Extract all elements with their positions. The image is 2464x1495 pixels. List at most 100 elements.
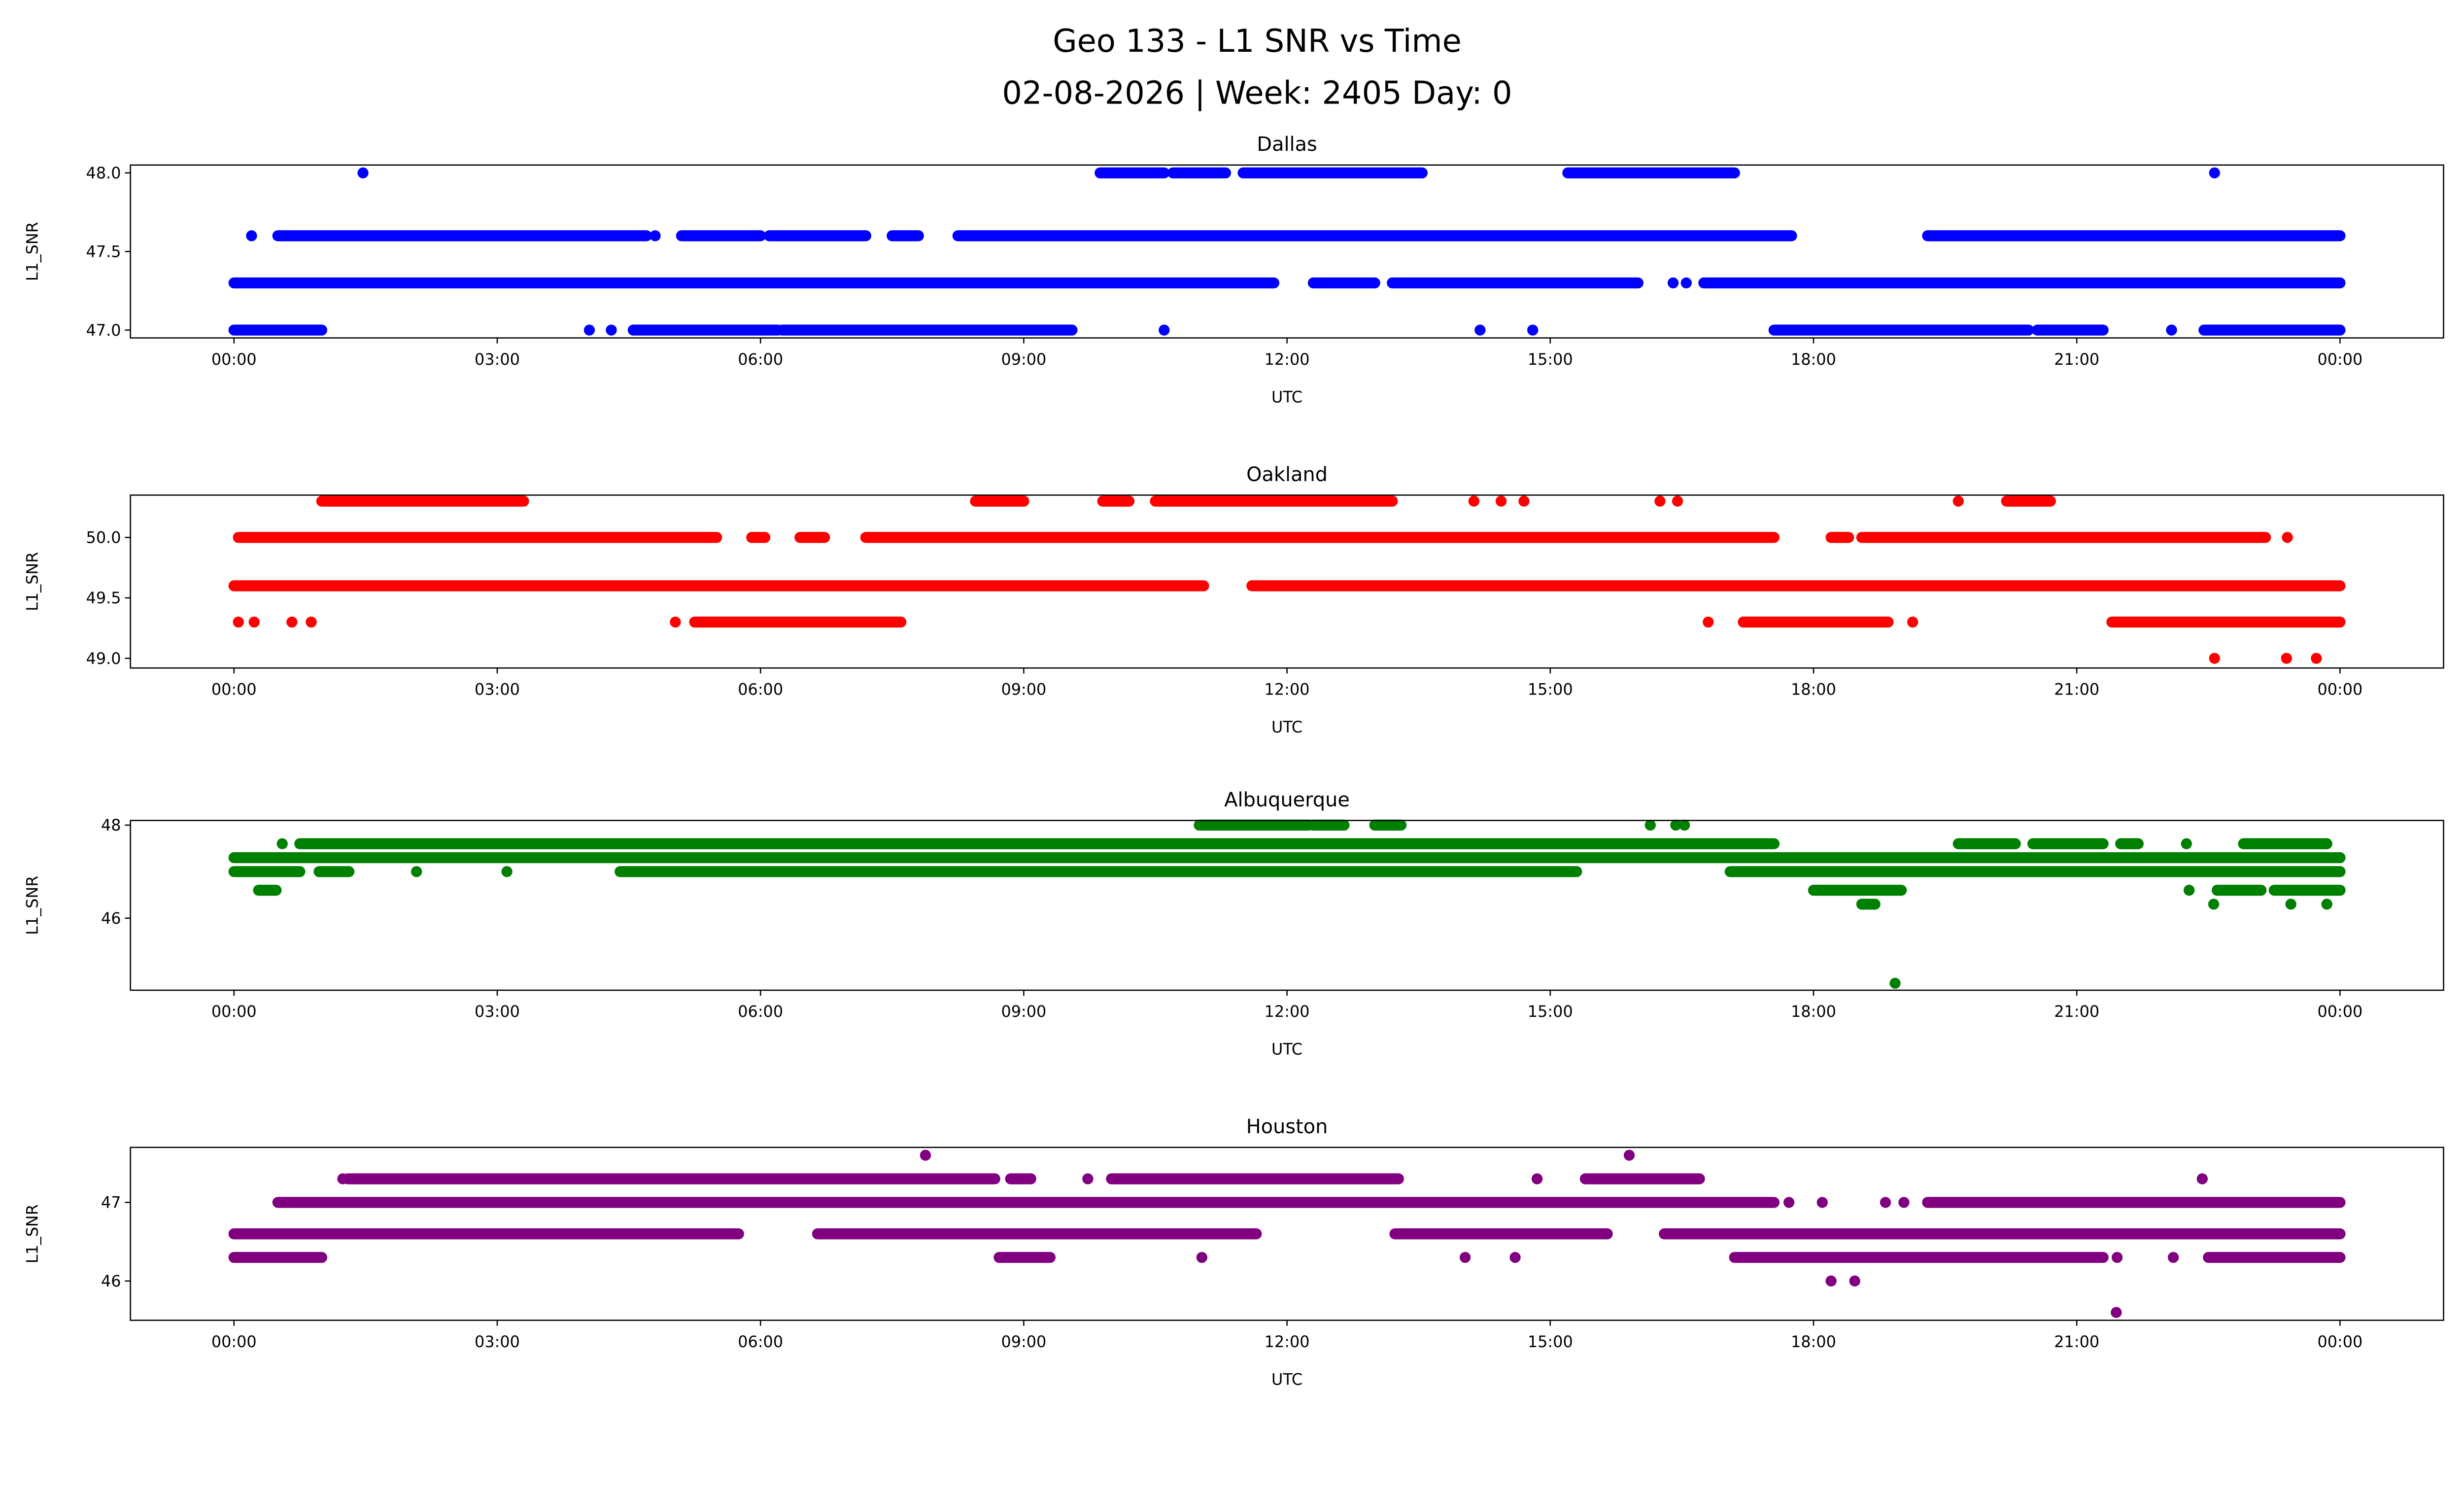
x-tick-label: 00:00 [211,1332,257,1351]
data-point [1703,616,1714,628]
figure-title-line2: 02-08-2026 | Week: 2405 Day: 0 [1002,75,1512,111]
data-point [1468,495,1480,507]
x-tick-label: 09:00 [1001,680,1046,698]
x-tick-label: 15:00 [1528,1002,1573,1021]
y-tick-label: 49.5 [86,589,121,607]
data-series [228,1149,2346,1318]
y-tick-label: 48.0 [86,164,121,182]
x-tick-label: 21:00 [2054,1002,2099,1021]
x-tick-label: 18:00 [1791,350,1836,369]
data-point [1672,495,1683,507]
data-point [1527,324,1539,336]
y-axis-label: L1_SNR [23,552,42,611]
data-point [1518,495,1530,507]
x-tick-label: 21:00 [2054,1332,2099,1351]
x-axis-label: UTC [1271,1040,1302,1059]
y-axis-label: L1_SNR [23,1204,42,1263]
panel-title: Houston [1246,1115,1328,1138]
data-point [1495,495,1507,507]
figure-title-line1: Geo 133 - L1 SNR vs Time [1053,23,1462,60]
data-point [2111,1252,2123,1263]
panel-dallas: Dallas 00:00 03:00 06:00 09:00 12:00 15:00 18:0… [23,133,2444,406]
x-tick-label: 09:00 [1001,1332,1046,1351]
x-tick-label: 00:00 [2317,350,2362,369]
data-point [1849,1275,1860,1287]
data-point [1952,495,1964,507]
x-tick-label: 12:00 [1265,680,1310,698]
data-point [670,616,681,628]
data-point [276,838,288,849]
panel-oakland: Oakland 00:00 03:00 06:00 09:00 12:00 15:00 18:… [23,463,2444,736]
data-point [2181,838,2192,849]
x-tick-label: 15:00 [1528,680,1573,698]
data-point [1880,1197,1891,1208]
x-tick-label: 12:00 [1265,1332,1310,1351]
data-point [1082,1173,1094,1184]
data-point [248,616,260,628]
data-point [1783,1197,1795,1208]
data-point [1680,277,1692,289]
x-tick-label: 21:00 [2054,680,2099,698]
x-tick-label: 00:00 [211,680,257,698]
data-point [2167,1252,2179,1263]
x-tick-label: 06:00 [738,1002,783,1021]
data-point [1679,819,1690,831]
y-tick-label: 46 [101,1272,121,1290]
data-point [1816,1197,1828,1208]
panels: Dallas 00:00 03:00 06:00 09:00 12:00 15:00 18:0… [23,133,2444,1389]
x-tick-label: 00:00 [211,1002,257,1021]
x-tick-label: 03:00 [475,680,520,698]
panel-title: Oakland [1246,463,1328,486]
data-series [228,495,2346,664]
data-series [228,819,2346,989]
figure: Geo 133 - L1 SNR vs Time 02-08-2026 | We… [23,23,2444,1389]
data-point [2321,899,2332,910]
data-point [606,324,617,336]
x-tick-label: 03:00 [475,1002,520,1021]
x-tick-label: 18:00 [1791,1002,1836,1021]
data-point [2183,884,2195,896]
x-tick-label: 12:00 [1265,350,1310,369]
axes-frame [130,164,2444,339]
x-tick-label: 18:00 [1791,680,1836,698]
data-point [920,1149,931,1161]
data-point [306,616,317,628]
data-point [1825,1275,1837,1287]
y-tick-label: 47.0 [86,321,121,340]
data-point [1474,324,1486,336]
panel-albuquerque: Albuquerque 00:00 03:00 06:00 09:00 12:00 15:0… [23,789,2444,1059]
x-tick-label: 06:00 [738,350,783,369]
data-point [2209,167,2220,178]
data-point [2281,653,2292,664]
data-point [650,230,661,242]
data-point [337,1173,348,1184]
x-tick-label: 12:00 [1265,1002,1310,1021]
data-point [357,167,369,178]
data-point [1907,616,1918,628]
data-point [2285,899,2296,910]
x-tick-label: 06:00 [738,680,783,698]
data-point [2311,653,2322,664]
data-point [1898,1197,1910,1208]
x-tick-label: 03:00 [475,350,520,369]
data-point [2111,1307,2122,1318]
data-point [2208,899,2220,910]
data-point [1196,1252,1208,1263]
y-tick-label: 47.5 [86,242,121,261]
data-point [1159,324,1170,336]
y-tick-label: 48 [101,816,121,834]
y-axis-label: L1_SNR [23,876,42,935]
y-tick-label: 49.0 [86,649,121,668]
x-tick-label: 09:00 [1001,1002,1046,1021]
x-axis-label: UTC [1271,1370,1302,1389]
x-tick-label: 00:00 [2317,1332,2362,1351]
x-tick-label: 21:00 [2054,350,2099,369]
y-axis-label: L1_SNR [23,222,42,281]
data-point [1644,819,1656,831]
x-tick-label: 00:00 [211,350,257,369]
data-point [1531,1173,1543,1184]
x-tick-label: 15:00 [1528,1332,1573,1351]
data-point [1667,277,1679,289]
x-axis-label: UTC [1271,387,1302,406]
x-tick-label: 00:00 [2317,1002,2362,1021]
